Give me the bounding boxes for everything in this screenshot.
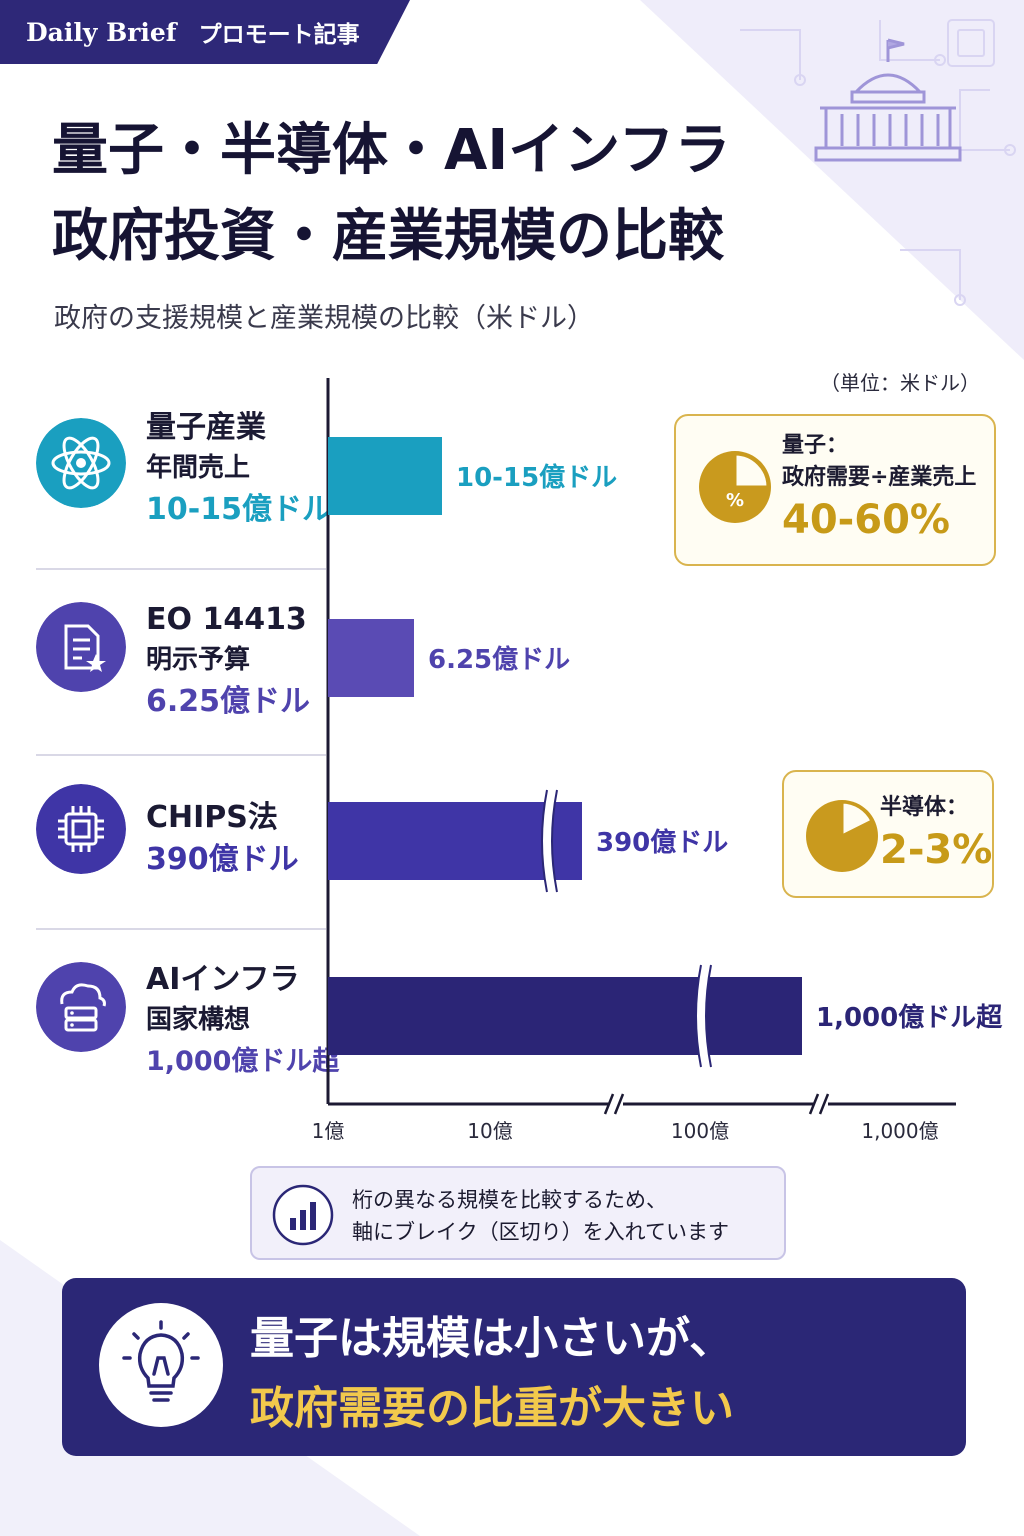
brand-tag: Daily Brief プロモート記事 (0, 0, 410, 64)
unit-label: （単位：米ドル） (820, 371, 980, 395)
callout-semi-pct: 2-3% (880, 827, 993, 873)
bar-chart-icon (272, 1184, 334, 1246)
capitol-icon (814, 38, 962, 162)
note-line-1: 桁の異なる規模を比較するため、 (352, 1188, 667, 1212)
row-value: 390億ドル (146, 842, 299, 877)
row-eo: EO 14413 明示予算 6.25億ドル (36, 598, 326, 728)
row-name-1: 量子産業 (146, 410, 266, 445)
row-name-1: EO 14413 (146, 602, 307, 637)
row-divider (36, 928, 326, 930)
row-name-2: 国家構想 (146, 1005, 251, 1035)
atom-icon (36, 418, 126, 508)
title-line-2: 政府投資・産業規模の比較 (52, 204, 724, 269)
row-name-2: 年間売上 (146, 453, 251, 483)
callout-semi: 半導体： 2-3% (782, 770, 994, 898)
row-ai: AIインフラ 国家構想 1,000億ドル超 (36, 958, 339, 1088)
document-star-icon (36, 602, 126, 692)
row-value: 1,000億ドル超 (146, 1046, 340, 1077)
brand-tag-label: プロモート記事 (198, 22, 360, 48)
row-divider (36, 568, 326, 570)
subtitle: 政府の支援規模と産業規模の比較（米ドル） (54, 303, 594, 334)
conclusion-banner: 量子は規模は小さいが、 政府需要の比重が大きい (62, 1278, 966, 1456)
row-name-1: CHIPS法 (146, 800, 278, 835)
callout-quantum-label-1: 量子： (782, 433, 849, 458)
row-quantum: 量子産業 年間売上 10-15億ドル (36, 410, 332, 544)
row-value: 10-15億ドル (146, 492, 332, 527)
conclusion-line-2: 政府需要の比重が大きい (250, 1383, 734, 1434)
svg-text:%: % (726, 490, 744, 511)
cloud-server-icon (36, 962, 126, 1052)
callout-quantum-pct: 40-60% (782, 497, 951, 543)
row-chips: CHIPS法 390億ドル (36, 784, 326, 904)
callout-quantum-label-2: 政府需要÷産業売上 (782, 465, 977, 490)
pie-percent-icon: % (699, 451, 771, 523)
brand-name: Daily Brief (26, 17, 177, 47)
lightbulb-icon (99, 1303, 223, 1427)
row-value: 6.25億ドル (146, 684, 311, 719)
title-line-1: 量子・半導体・AIインフラ (52, 118, 731, 183)
callout-quantum: % 量子： 政府需要÷産業売上 40-60% (674, 414, 996, 566)
page-title: 量子・半導体・AIインフラ 政府投資・産業規模の比較 (52, 108, 852, 280)
row-divider (36, 754, 326, 756)
pie-chart-icon (806, 800, 878, 872)
chip-icon (36, 784, 126, 874)
note-line-2: 軸にブレイク（区切り）を入れています (352, 1220, 729, 1244)
row-name-1: AIインフラ (146, 962, 300, 997)
axis-break-note: 桁の異なる規模を比較するため、 軸にブレイク（区切り）を入れています (250, 1166, 786, 1260)
callout-semi-label: 半導体： (880, 795, 969, 820)
row-name-2: 明示予算 (146, 645, 251, 675)
conclusion-line-1: 量子は規模は小さいが、 (250, 1313, 734, 1364)
